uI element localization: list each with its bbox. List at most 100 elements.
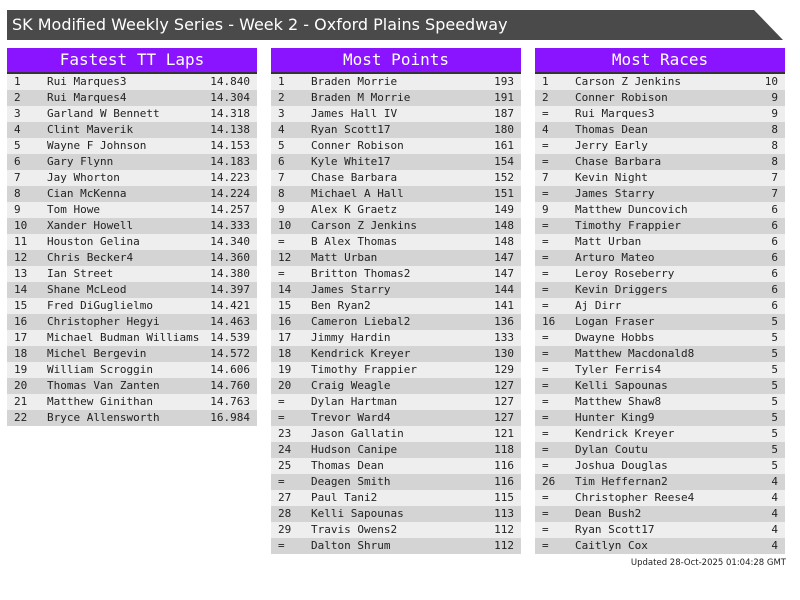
table-row: = Trevor Ward4 127 bbox=[271, 410, 521, 426]
value: 147 bbox=[494, 251, 514, 264]
value: 149 bbox=[494, 203, 514, 216]
value: 14.463 bbox=[210, 315, 250, 328]
table-row: = Tyler Ferris4 5 bbox=[535, 362, 785, 378]
value: 9 bbox=[771, 91, 778, 104]
table-row: 4 Clint Maverik 14.138 bbox=[7, 122, 257, 138]
rank: 22 bbox=[14, 411, 28, 424]
value: 7 bbox=[771, 171, 778, 184]
rank: 15 bbox=[278, 299, 292, 312]
rank: = bbox=[542, 219, 549, 232]
table-row: = Kendrick Kreyer 5 bbox=[535, 426, 785, 442]
driver-name: Houston Gelina bbox=[47, 235, 140, 248]
rank: 23 bbox=[278, 427, 292, 440]
table-row: = James Starry 7 bbox=[535, 186, 785, 202]
driver-name: Michael A Hall bbox=[311, 187, 404, 200]
table-row: 13 Ian Street 14.380 bbox=[7, 266, 257, 282]
most-points-panel: Most Points 1 Braden Morrie 193 2 Braden M Mo… bbox=[271, 48, 521, 554]
table-row: = Rui Marques3 9 bbox=[535, 106, 785, 122]
table-row: 7 Kevin Night 7 bbox=[535, 170, 785, 186]
rank: = bbox=[542, 443, 549, 456]
table-row: 6 Gary Flynn 14.183 bbox=[7, 154, 257, 170]
driver-name: Dwayne Hobbs bbox=[575, 331, 655, 344]
table-row: = Aj Dirr 6 bbox=[535, 298, 785, 314]
table-row: 16 Christopher Hegyi 14.463 bbox=[7, 314, 257, 330]
driver-name: Kelli Sapounas bbox=[311, 507, 404, 520]
driver-name: Hunter King9 bbox=[575, 411, 655, 424]
value: 14.224 bbox=[210, 187, 250, 200]
rank: 19 bbox=[278, 363, 292, 376]
table-row: 12 Matt Urban 147 bbox=[271, 250, 521, 266]
rank: = bbox=[542, 507, 549, 520]
driver-name: Timothy Frappier bbox=[311, 363, 417, 376]
value: 148 bbox=[494, 235, 514, 248]
most-points-header: Most Points bbox=[271, 48, 521, 74]
value: 6 bbox=[771, 251, 778, 264]
driver-name: Shane McLeod bbox=[47, 283, 127, 296]
driver-name: Ian Street bbox=[47, 267, 114, 280]
table-row: = Dylan Coutu 5 bbox=[535, 442, 785, 458]
table-row: 23 Jason Gallatin 121 bbox=[271, 426, 521, 442]
table-row: 14 James Starry 144 bbox=[271, 282, 521, 298]
driver-name: Matthew Macdonald8 bbox=[575, 347, 695, 360]
value: 16.984 bbox=[210, 411, 250, 424]
most-races-table: 1 Carson Z Jenkins 10 2 Conner Robison 9 = Rui … bbox=[535, 74, 785, 554]
value: 152 bbox=[494, 171, 514, 184]
updated-timestamp: Updated 28-Oct-2025 01:04:28 GMT bbox=[630, 558, 786, 568]
driver-name: Ryan Scott17 bbox=[575, 523, 655, 536]
rank: = bbox=[542, 459, 549, 472]
rank: 3 bbox=[14, 107, 21, 120]
driver-name: Carson Z Jenkins bbox=[575, 75, 681, 88]
value: 113 bbox=[494, 507, 514, 520]
rank: 9 bbox=[14, 203, 21, 216]
table-row: 6 Kyle White17 154 bbox=[271, 154, 521, 170]
driver-name: Xander Howell bbox=[47, 219, 134, 232]
value: 4 bbox=[771, 507, 778, 520]
table-row: 25 Thomas Dean 116 bbox=[271, 458, 521, 474]
rank: 2 bbox=[278, 91, 285, 104]
value: 14.380 bbox=[210, 267, 250, 280]
rank: 17 bbox=[278, 331, 292, 344]
driver-name: Chris Becker4 bbox=[47, 251, 134, 264]
value: 6 bbox=[771, 283, 778, 296]
value: 5 bbox=[771, 363, 778, 376]
value: 14.421 bbox=[210, 299, 250, 312]
rank: 18 bbox=[14, 347, 28, 360]
driver-name: James Starry bbox=[311, 283, 391, 296]
driver-name: Matthew Ginithan bbox=[47, 395, 153, 408]
value: 14.304 bbox=[210, 91, 250, 104]
rank: 6 bbox=[14, 155, 21, 168]
driver-name: Carson Z Jenkins bbox=[311, 219, 417, 232]
rank: 8 bbox=[14, 187, 21, 200]
driver-name: Tyler Ferris4 bbox=[575, 363, 662, 376]
value: 14.333 bbox=[210, 219, 250, 232]
table-row: = Britton Thomas2 147 bbox=[271, 266, 521, 282]
value: 4 bbox=[771, 491, 778, 504]
value: 187 bbox=[494, 107, 514, 120]
rank: 9 bbox=[278, 203, 285, 216]
table-row: 2 Rui Marques4 14.304 bbox=[7, 90, 257, 106]
value: 4 bbox=[771, 523, 778, 536]
table-row: 8 Cian McKenna 14.224 bbox=[7, 186, 257, 202]
driver-name: William Scroggin bbox=[47, 363, 153, 376]
driver-name: Dylan Coutu bbox=[575, 443, 648, 456]
driver-name: Trevor Ward4 bbox=[311, 411, 391, 424]
rank: 7 bbox=[542, 171, 549, 184]
value: 5 bbox=[771, 411, 778, 424]
driver-name: Thomas Dean bbox=[575, 123, 648, 136]
rank: 2 bbox=[14, 91, 21, 104]
table-row: = Dalton Shrum 112 bbox=[271, 538, 521, 554]
value: 4 bbox=[771, 539, 778, 552]
fastest-tt-laps-panel: Fastest TT Laps 1 Rui Marques3 14.840 2 Rui M… bbox=[7, 48, 257, 426]
table-row: 21 Matthew Ginithan 14.763 bbox=[7, 394, 257, 410]
value: 14.539 bbox=[210, 331, 250, 344]
value: 5 bbox=[771, 459, 778, 472]
rank: 20 bbox=[278, 379, 292, 392]
table-row: 16 Cameron Liebal2 136 bbox=[271, 314, 521, 330]
table-row: = Jerry Early 8 bbox=[535, 138, 785, 154]
value: 141 bbox=[494, 299, 514, 312]
rank: 20 bbox=[14, 379, 28, 392]
rank: = bbox=[542, 491, 549, 504]
value: 8 bbox=[771, 123, 778, 136]
value: 14.340 bbox=[210, 235, 250, 248]
table-row: 29 Travis Owens2 112 bbox=[271, 522, 521, 538]
